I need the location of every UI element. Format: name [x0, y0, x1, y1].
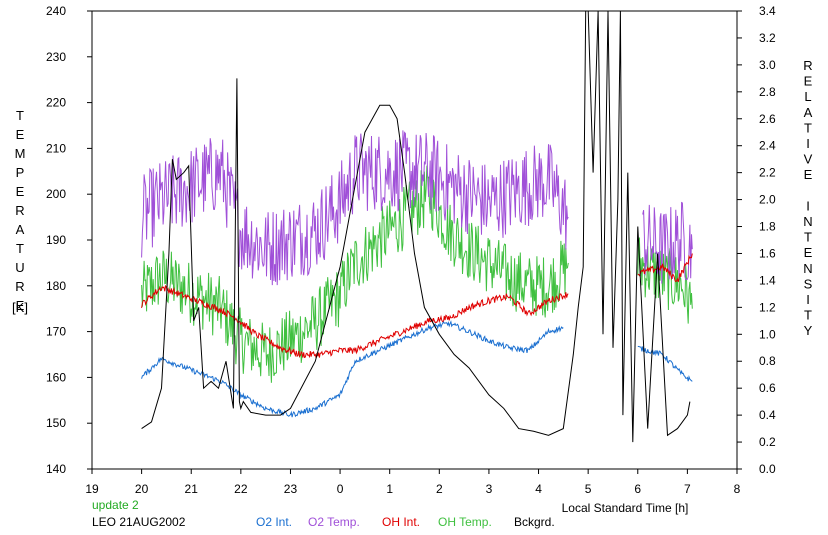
y-right-label-letter: T — [804, 120, 812, 135]
y-left-tick-label: 220 — [46, 96, 66, 110]
y-left-tick-label: 160 — [46, 370, 66, 384]
y-left-label-letter: T — [16, 108, 24, 123]
y-left-tick-label: 240 — [46, 4, 66, 18]
legend-bckgrd: Bckgrd. — [514, 515, 555, 529]
x-tick-label: 3 — [486, 482, 493, 496]
y-left-tick-label: 230 — [46, 50, 66, 64]
y-right-label-letter: T — [804, 308, 812, 323]
series-line-o2-int — [141, 320, 693, 418]
x-tick-label: 1 — [386, 482, 393, 496]
y-right-label-letter: Y — [804, 323, 813, 338]
y-right-tick-label: 1.8 — [759, 220, 776, 234]
y-right-label-letter: I — [806, 292, 810, 307]
y-right-tick-label: 1.0 — [759, 327, 776, 341]
y-right-label-letter: E — [804, 245, 813, 260]
y-left-tick-label: 140 — [46, 462, 66, 476]
y-right-label-letter: I — [806, 198, 810, 213]
y-left-label-letter: R — [15, 279, 24, 294]
x-tick-label: 23 — [284, 482, 298, 496]
legend-o2-temp: O2 Temp. — [308, 515, 360, 529]
y-left-tick-label: 180 — [46, 279, 66, 293]
y-right-label-letter: E — [804, 74, 813, 89]
caption: LEO 21AUG2002 — [92, 515, 186, 529]
update-note: update 2 — [92, 498, 139, 512]
series-line-bckgrd — [141, 10, 691, 443]
y-right-tick-label: 1.2 — [759, 300, 776, 314]
y-right-tick-label: 3.2 — [759, 31, 776, 45]
y-right-tick-label: 2.2 — [759, 166, 776, 180]
y-left-label-letter: R — [15, 203, 24, 218]
x-tick-label: 20 — [135, 482, 149, 496]
y-right-tick-label: 0.4 — [759, 408, 776, 422]
y-left-label-letter: E — [16, 298, 25, 313]
y-left-tick-label: 210 — [46, 141, 66, 155]
y-right-tick-label: 3.4 — [759, 4, 776, 18]
series-line-o2-temp — [141, 130, 693, 286]
y-right-tick-label: 0.2 — [759, 435, 776, 449]
y-right-tick-label: 2.8 — [759, 85, 776, 99]
y-right-label-letter: N — [803, 214, 812, 229]
y-right-label-letter: N — [803, 261, 812, 276]
y-left-tick-label: 200 — [46, 187, 66, 201]
y-left-tick-label: 150 — [46, 416, 66, 430]
y-left-label-letter: U — [15, 260, 24, 275]
x-tick-label: 8 — [734, 482, 741, 496]
y-right-tick-label: 2.4 — [759, 139, 776, 153]
y-right-label-letter: E — [804, 167, 813, 182]
y-left-label-letter: E — [16, 127, 25, 142]
y-right-tick-label: 0.6 — [759, 381, 776, 395]
y-right-tick-label: 2.6 — [759, 112, 776, 126]
y-left-label-letter: P — [16, 165, 25, 180]
legend-o2-int: O2 Int. — [256, 515, 293, 529]
y-right-label-letter: I — [806, 136, 810, 151]
y-right-label-letter: V — [804, 152, 813, 167]
y-right-tick-label: 1.6 — [759, 246, 776, 260]
y-left-tick-label: 190 — [46, 233, 66, 247]
legend-oh-int: OH Int. — [382, 515, 421, 529]
x-tick-label: 19 — [85, 482, 99, 496]
y-right-tick-label: 2.0 — [759, 193, 776, 207]
y-left-label-letter: A — [16, 222, 25, 237]
x-tick-label: 5 — [585, 482, 592, 496]
y-right-label-letter: L — [804, 89, 811, 104]
y-right-tick-label: 0.0 — [759, 462, 776, 476]
x-tick-label: 0 — [337, 482, 344, 496]
y-right-label-letter: T — [804, 230, 812, 245]
x-tick-label: 4 — [535, 482, 542, 496]
y-right-tick-label: 3.0 — [759, 58, 776, 72]
legend-oh-temp: OH Temp. — [438, 515, 492, 529]
y-right-tick-label: 0.8 — [759, 354, 776, 368]
x-tick-label: 2 — [436, 482, 443, 496]
y-left-label-unit: [K] — [12, 300, 28, 315]
y-left-tick-label: 170 — [46, 325, 66, 339]
y-left-label-letter: E — [16, 184, 25, 199]
x-axis-label: Local Standard Time [h] — [562, 501, 689, 515]
x-tick-label: 21 — [185, 482, 199, 496]
y-right-label-letter: A — [804, 105, 813, 120]
x-tick-label: 22 — [234, 482, 248, 496]
y-left-label-letter: M — [15, 146, 26, 161]
y-right-tick-label: 1.4 — [759, 273, 776, 287]
x-tick-label: 7 — [684, 482, 691, 496]
y-right-label-letter: R — [803, 58, 812, 73]
y-right-label-letter: S — [804, 276, 813, 291]
series-line-oh-int — [141, 253, 693, 359]
x-tick-label: 6 — [634, 482, 641, 496]
plot-area-frame — [91, 10, 738, 470]
y-left-label-letter: T — [16, 241, 24, 256]
